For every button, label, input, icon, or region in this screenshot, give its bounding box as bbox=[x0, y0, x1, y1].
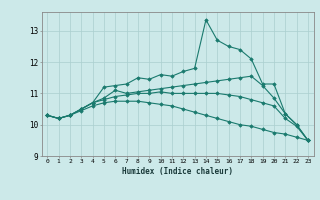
X-axis label: Humidex (Indice chaleur): Humidex (Indice chaleur) bbox=[122, 167, 233, 176]
